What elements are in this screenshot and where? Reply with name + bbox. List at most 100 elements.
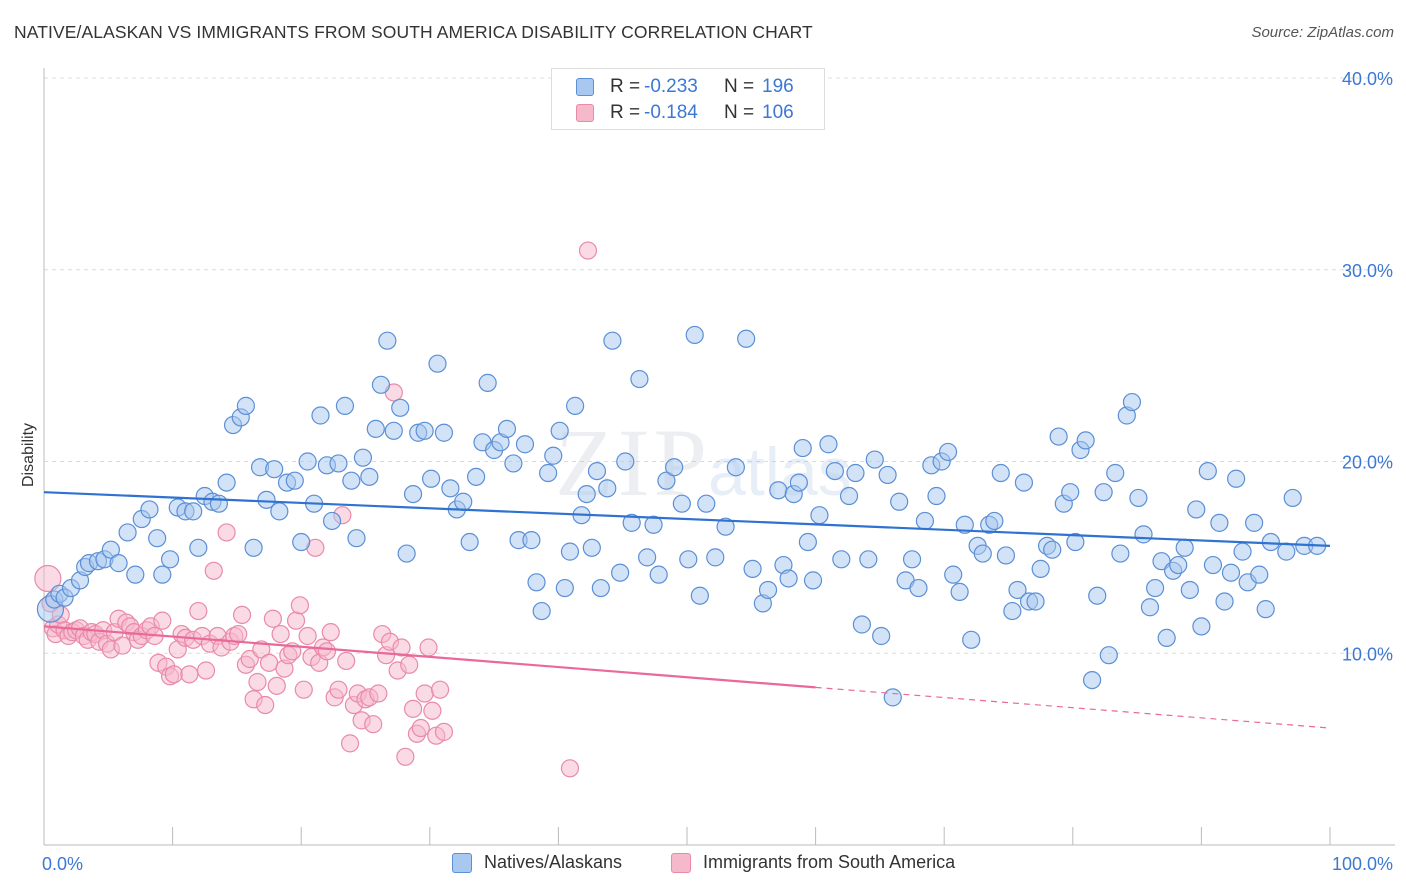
blue-point — [737, 329, 756, 348]
blue-point — [649, 565, 668, 584]
blue-point — [353, 448, 373, 467]
pink-point — [229, 624, 248, 644]
blue-point — [938, 442, 958, 462]
blue-point — [1221, 563, 1241, 582]
blue-point — [1175, 538, 1194, 557]
blue-point — [630, 369, 649, 389]
r-value: -0.233 — [644, 76, 698, 97]
blue-point — [189, 538, 208, 557]
blue-point — [890, 492, 909, 511]
blue-point — [403, 484, 423, 504]
pink-point — [248, 672, 267, 692]
legend-label: Natives/Alaskans — [484, 852, 623, 872]
pink-point — [411, 718, 430, 738]
pink-point — [290, 596, 310, 615]
legend-item-natives: Natives/Alaskans — [452, 852, 622, 873]
blue-point — [1192, 617, 1211, 636]
blue-swatch — [576, 78, 594, 96]
pink-point — [578, 241, 598, 260]
blue-point — [184, 502, 203, 521]
blue-point — [478, 373, 497, 392]
r-label: R = — [610, 76, 641, 97]
blue-point — [716, 517, 735, 536]
blue-point — [244, 538, 263, 557]
pink-trend-extension — [815, 686, 1331, 729]
blue-point — [1014, 473, 1034, 492]
blue-point — [544, 446, 563, 465]
blue-point — [1256, 600, 1275, 619]
blue-point — [1031, 559, 1050, 578]
n-label: N = — [724, 76, 755, 97]
pink-point — [34, 564, 62, 593]
blue-point — [298, 452, 317, 471]
pink-trend-line — [43, 625, 816, 689]
blue-point — [1261, 532, 1280, 552]
gridlines — [44, 77, 1395, 654]
blue-point — [292, 532, 311, 552]
blue-swatch — [452, 852, 472, 873]
blue-point — [539, 463, 558, 483]
blue-point — [1026, 592, 1045, 611]
blue-point — [522, 531, 541, 550]
blue-point — [1129, 488, 1148, 508]
pink-swatch — [671, 852, 691, 873]
blue-point — [371, 375, 391, 394]
blue-point — [878, 465, 897, 485]
pink-point — [560, 759, 580, 778]
blue-point — [758, 580, 778, 600]
blue-point — [1049, 427, 1068, 446]
stats-row-blue: R = -0.233 N = 196 — [576, 75, 794, 99]
n-label: N = — [724, 102, 755, 123]
source-label: Source: ZipAtlas.com — [1251, 24, 1394, 41]
blue-point — [1203, 555, 1223, 575]
blue-point — [466, 467, 486, 486]
y-tick-label: 10.0% — [1342, 644, 1393, 664]
r-label: R = — [610, 102, 641, 123]
blue-point — [209, 494, 228, 513]
pink-point — [180, 665, 199, 684]
pink-point — [113, 636, 132, 655]
blue-point — [859, 550, 878, 569]
stats-legend: R = -0.233 N = 196 R = -0.184 N = 106 — [551, 68, 825, 130]
pink-point — [415, 684, 434, 703]
blue-series-points — [36, 325, 1327, 707]
pink-point — [430, 680, 450, 699]
blue-point — [265, 460, 284, 479]
blue-point — [902, 550, 922, 569]
blue-point — [690, 586, 709, 605]
blue-point — [955, 515, 974, 534]
blue-point — [985, 511, 1004, 531]
pink-point — [196, 661, 216, 680]
pink-point — [364, 715, 383, 734]
blue-trend-line — [43, 491, 1331, 547]
blue-point — [1198, 461, 1217, 481]
blue-point — [803, 571, 823, 590]
blue-point — [697, 494, 716, 513]
pink-point — [392, 638, 411, 657]
blue-point — [360, 467, 379, 486]
axes — [43, 68, 1395, 846]
blue-point — [1187, 500, 1206, 519]
blue-point — [927, 486, 946, 506]
blue-point — [415, 421, 434, 440]
blue-point — [1210, 513, 1229, 532]
pink-point — [294, 680, 313, 699]
blue-point — [769, 481, 788, 500]
blue-point — [515, 435, 535, 454]
blue-point — [622, 513, 641, 532]
blue-point — [421, 469, 441, 488]
pink-point — [252, 640, 271, 659]
series-legend: Natives/Alaskans Immigrants from South A… — [0, 852, 1406, 878]
blue-point — [378, 331, 397, 350]
pink-point — [153, 611, 172, 630]
blue-point — [1157, 628, 1176, 648]
pink-point — [369, 684, 388, 703]
chart-title: NATIVE/ALASKAN VS IMMIGRANTS FROM SOUTH … — [14, 22, 813, 42]
pink-point — [434, 722, 454, 741]
blue-point — [285, 471, 304, 490]
blue-point — [454, 492, 473, 511]
blue-point — [1106, 463, 1125, 483]
pink-point — [337, 651, 356, 671]
pink-point — [340, 734, 360, 753]
pink-point — [164, 665, 183, 684]
